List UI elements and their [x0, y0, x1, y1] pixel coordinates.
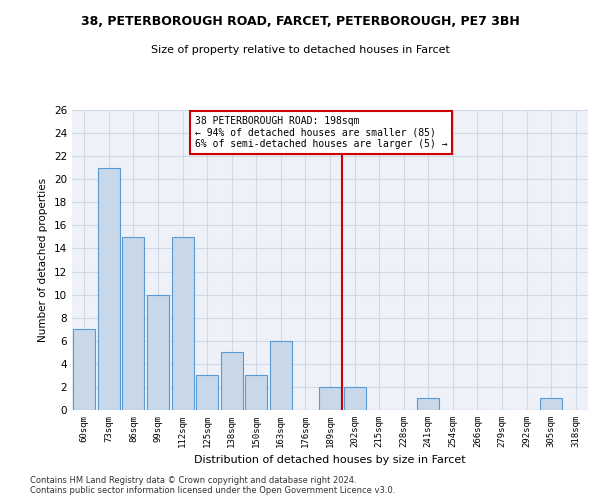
- Text: Contains HM Land Registry data © Crown copyright and database right 2024.
Contai: Contains HM Land Registry data © Crown c…: [30, 476, 395, 495]
- Bar: [540, 398, 562, 410]
- Bar: [417, 398, 439, 410]
- Y-axis label: Number of detached properties: Number of detached properties: [38, 178, 49, 342]
- Bar: [245, 376, 268, 410]
- Text: Size of property relative to detached houses in Farcet: Size of property relative to detached ho…: [151, 45, 449, 55]
- Text: 38 PETERBOROUGH ROAD: 198sqm
← 94% of detached houses are smaller (85)
6% of sem: 38 PETERBOROUGH ROAD: 198sqm ← 94% of de…: [195, 116, 448, 149]
- Bar: [98, 168, 120, 410]
- Text: 38, PETERBOROUGH ROAD, FARCET, PETERBOROUGH, PE7 3BH: 38, PETERBOROUGH ROAD, FARCET, PETERBORO…: [80, 15, 520, 28]
- Bar: [122, 237, 145, 410]
- Bar: [73, 329, 95, 410]
- Bar: [319, 387, 341, 410]
- Bar: [344, 387, 365, 410]
- Bar: [147, 294, 169, 410]
- Bar: [270, 341, 292, 410]
- Bar: [196, 376, 218, 410]
- X-axis label: Distribution of detached houses by size in Farcet: Distribution of detached houses by size …: [194, 456, 466, 466]
- Bar: [221, 352, 243, 410]
- Bar: [172, 237, 194, 410]
